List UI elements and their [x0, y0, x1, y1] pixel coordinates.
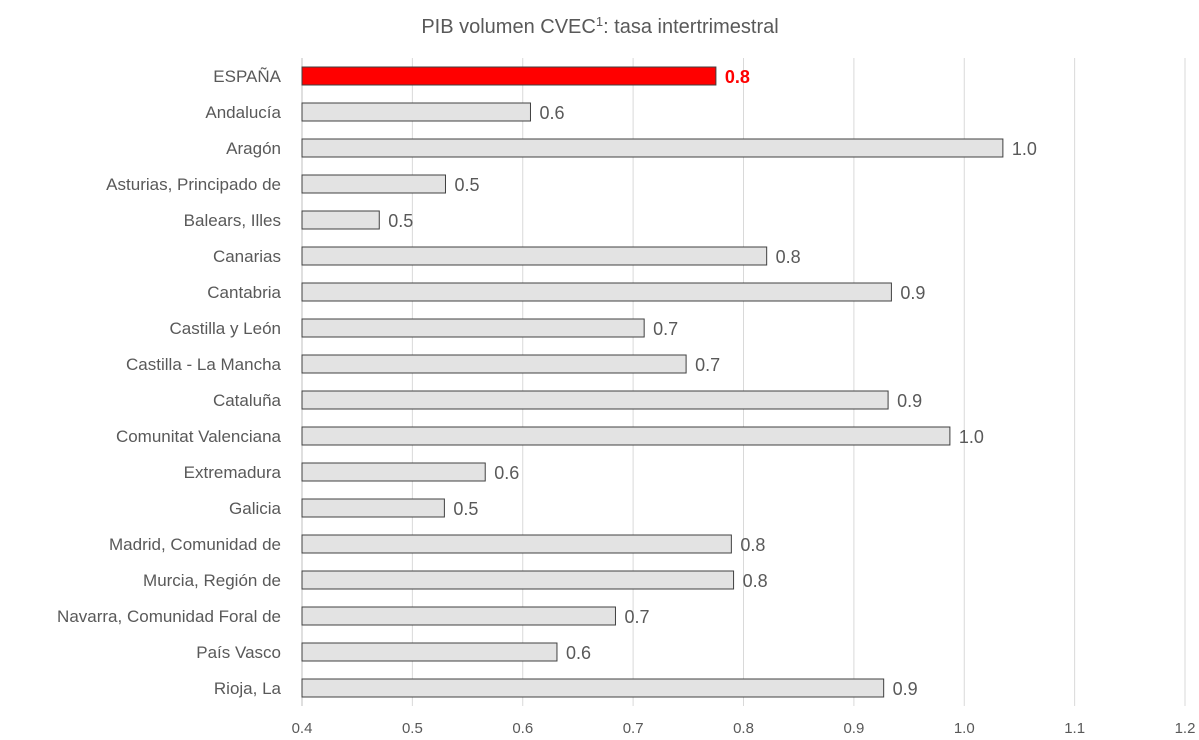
bar: [301, 426, 951, 446]
bar: [301, 102, 531, 122]
category-label: Rioja, La: [214, 679, 282, 698]
x-tick-label: 0.5: [402, 720, 423, 737]
value-label: 1.0: [1012, 139, 1037, 159]
value-label: 0.8: [725, 67, 750, 87]
x-tick-label: 1.0: [954, 720, 975, 737]
category-label: Navarra, Comunidad Foral de: [57, 607, 281, 626]
category-label: Extremadura: [184, 463, 282, 482]
bars: [301, 66, 1004, 698]
labels: 0.4 0.5 0.6 0.7 0.8 0.9 1.0 1.1 1.2 ESPAÑA 0.8 Anda…: [57, 67, 1195, 737]
value-label: 0.5: [453, 499, 478, 519]
value-label: 0.9: [900, 283, 925, 303]
value-label: 0.5: [388, 211, 413, 231]
category-label: Asturias, Principado de: [106, 175, 281, 194]
bar: [301, 390, 889, 410]
value-label: 0.9: [893, 679, 918, 699]
bar: [301, 246, 768, 266]
x-tick-label: 0.7: [623, 720, 644, 737]
category-label: Canarias: [213, 247, 281, 266]
category-label: País Vasco: [196, 643, 281, 662]
value-label: 0.6: [539, 103, 564, 123]
category-label: Castilla y León: [169, 319, 281, 338]
bar: [301, 354, 687, 374]
category-label: Andalucía: [205, 103, 281, 122]
x-tick-label: 0.8: [733, 720, 754, 737]
x-tick-label: 1.1: [1064, 720, 1085, 737]
bar: [301, 642, 558, 662]
value-label: 0.7: [695, 355, 720, 375]
category-label: Murcia, Región de: [143, 571, 281, 590]
x-tick-label: 0.6: [512, 720, 533, 737]
chart-title: PIB volumen CVEC1: tasa intertrimestral: [421, 14, 778, 38]
x-tick-label: 1.2: [1175, 720, 1196, 737]
value-label: 0.8: [743, 571, 768, 591]
x-tick-label: 0.4: [292, 720, 313, 737]
category-label: Cataluña: [213, 391, 282, 410]
value-label: 0.6: [494, 463, 519, 483]
value-label: 0.6: [566, 643, 591, 663]
category-label: Madrid, Comunidad de: [109, 535, 281, 554]
gridlines: [301, 58, 1186, 706]
bar-highlight: [301, 66, 717, 86]
category-label: Comunitat Valenciana: [116, 427, 282, 446]
bar: [301, 570, 735, 590]
bar: [301, 210, 380, 230]
bar: [301, 534, 732, 554]
category-label: Galicia: [229, 499, 282, 518]
x-tick-label: 0.9: [843, 720, 864, 737]
bar: [301, 138, 1004, 158]
bar: [301, 318, 645, 338]
bar: [301, 282, 892, 302]
category-label: ESPAÑA: [213, 67, 281, 86]
value-label: 0.7: [624, 607, 649, 627]
value-label: 0.9: [897, 391, 922, 411]
bar: [301, 498, 445, 518]
value-label: 1.0: [959, 427, 984, 447]
bar: [301, 606, 616, 626]
category-label: Cantabria: [207, 283, 281, 302]
bar: [301, 678, 885, 698]
value-label: 0.7: [653, 319, 678, 339]
value-label: 0.8: [776, 247, 801, 267]
category-label: Balears, Illes: [184, 211, 281, 230]
value-label: 0.8: [740, 535, 765, 555]
value-label: 0.5: [454, 175, 479, 195]
category-label: Aragón: [226, 139, 281, 158]
bar: [301, 174, 446, 194]
bar: [301, 462, 486, 482]
category-label: Castilla - La Mancha: [126, 355, 282, 374]
